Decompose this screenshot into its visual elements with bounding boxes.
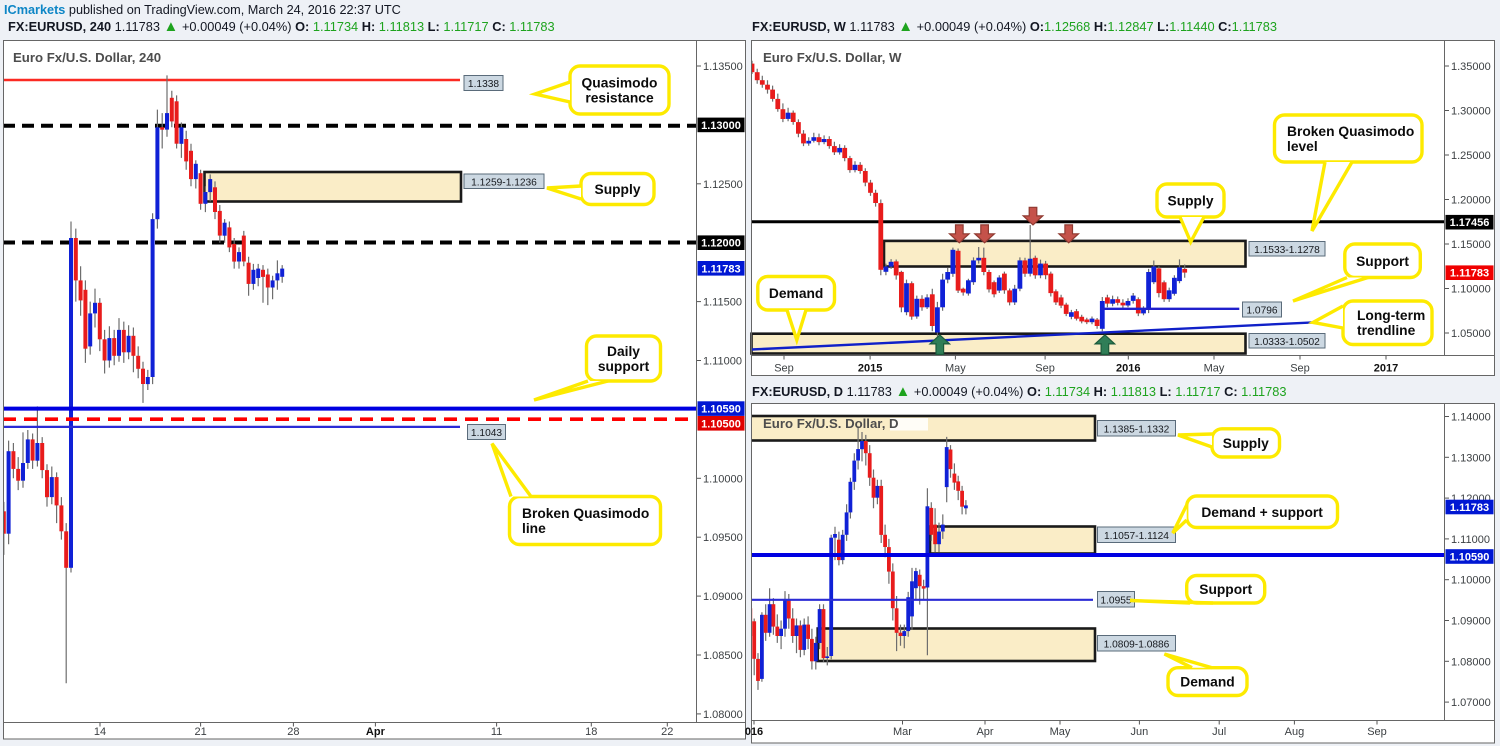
- svg-text:1.1385-1.1332: 1.1385-1.1332: [1104, 424, 1170, 435]
- svg-text:Supply: Supply: [595, 182, 641, 197]
- svg-text:Jun: Jun: [1131, 726, 1149, 738]
- svg-text:1.12500: 1.12500: [703, 179, 743, 191]
- svg-text:support: support: [598, 359, 650, 374]
- svg-text:1.12000: 1.12000: [701, 238, 741, 250]
- svg-text:1.35000: 1.35000: [1451, 61, 1491, 73]
- svg-text:11: 11: [491, 726, 502, 738]
- svg-text:Demand: Demand: [1180, 675, 1234, 690]
- svg-text:2016: 2016: [1116, 363, 1140, 375]
- svg-text:22: 22: [661, 726, 673, 738]
- svg-text:14: 14: [94, 726, 106, 738]
- svg-text:Jul: Jul: [1212, 726, 1226, 738]
- svg-text:Broken Quasimodo: Broken Quasimodo: [1287, 124, 1414, 139]
- svg-text:Euro Fx/U.S. Dollar, W: Euro Fx/U.S. Dollar, W: [763, 50, 902, 65]
- svg-text:1.10590: 1.10590: [701, 404, 741, 416]
- svg-text:Sep: Sep: [1035, 363, 1055, 375]
- svg-text:18: 18: [585, 726, 597, 738]
- svg-text:Apr: Apr: [366, 726, 386, 738]
- svg-text:1.11783: 1.11783: [701, 263, 740, 275]
- svg-text:resistance: resistance: [585, 91, 654, 106]
- svg-text:1.0955: 1.0955: [1100, 595, 1131, 606]
- svg-text:1.14000: 1.14000: [1451, 412, 1491, 424]
- svg-text:1.11500: 1.11500: [703, 297, 742, 309]
- svg-text:level: level: [1287, 139, 1318, 154]
- svg-text:line: line: [522, 521, 546, 536]
- svg-text:1.17456: 1.17456: [1450, 217, 1490, 229]
- svg-text:1.11000: 1.11000: [703, 356, 742, 368]
- svg-text:1.20000: 1.20000: [1451, 195, 1491, 207]
- svg-text:May: May: [1050, 726, 1071, 738]
- svg-text:Quasimodo: Quasimodo: [582, 76, 658, 91]
- svg-text:1.08500: 1.08500: [703, 650, 743, 662]
- svg-text:1.11783: 1.11783: [1450, 268, 1489, 280]
- svg-text:1.08000: 1.08000: [1451, 656, 1491, 668]
- svg-text:1.15000: 1.15000: [1451, 239, 1491, 251]
- svg-text:2015: 2015: [858, 363, 882, 375]
- svg-text:FX:EURUSD, W 1.11783 ▲ +0.0004: FX:EURUSD, W 1.11783 ▲ +0.00049 (+0.04%)…: [752, 18, 1277, 35]
- svg-text:1.10000: 1.10000: [1451, 575, 1491, 587]
- svg-text:1.10500: 1.10500: [701, 418, 741, 430]
- svg-text:1.13000: 1.13000: [1451, 452, 1491, 464]
- svg-text:Sep: Sep: [1367, 726, 1387, 738]
- svg-text:1.07000: 1.07000: [1451, 697, 1491, 709]
- svg-text:Sep: Sep: [1290, 363, 1310, 375]
- svg-text:Apr: Apr: [976, 726, 993, 738]
- svg-text:1.10590: 1.10590: [1450, 552, 1490, 564]
- svg-text:FX:EURUSD, 240 1.11783 ▲ +0.00: FX:EURUSD, 240 1.11783 ▲ +0.00049 (+0.04…: [8, 18, 555, 35]
- svg-text:28: 28: [287, 726, 299, 738]
- svg-text:1.0796: 1.0796: [1246, 306, 1277, 317]
- svg-text:1.09500: 1.09500: [703, 532, 743, 544]
- svg-text:Support: Support: [1356, 254, 1409, 269]
- svg-text:1.25000: 1.25000: [1451, 150, 1491, 162]
- svg-text:Demand: Demand: [769, 286, 823, 301]
- svg-text:May: May: [945, 363, 966, 375]
- svg-text:Support: Support: [1199, 582, 1252, 597]
- svg-text:1.0809-1.0886: 1.0809-1.0886: [1104, 639, 1170, 650]
- svg-text:1.09000: 1.09000: [703, 591, 743, 603]
- svg-text:1.1057-1.1124: 1.1057-1.1124: [1104, 531, 1169, 542]
- svg-text:1.1338: 1.1338: [468, 79, 499, 90]
- svg-text:May: May: [1204, 363, 1225, 375]
- svg-text:Euro Fx/U.S. Dollar, 240: Euro Fx/U.S. Dollar, 240: [13, 50, 161, 65]
- svg-text:1.10000: 1.10000: [703, 473, 743, 485]
- svg-text:1.05000: 1.05000: [1451, 328, 1491, 340]
- svg-text:trendline: trendline: [1357, 323, 1416, 338]
- svg-text:Daily: Daily: [607, 344, 640, 359]
- svg-text:016: 016: [745, 726, 763, 738]
- svg-text:1.1259-1.1236: 1.1259-1.1236: [471, 177, 537, 188]
- svg-text:1.13500: 1.13500: [703, 61, 743, 73]
- svg-text:Broken Quasimodo: Broken Quasimodo: [522, 506, 649, 521]
- svg-text:Long-term: Long-term: [1357, 308, 1425, 323]
- svg-text:1.1533-1.1278: 1.1533-1.1278: [1254, 245, 1320, 256]
- svg-text:1.1043: 1.1043: [471, 428, 502, 439]
- svg-text:ICmarkets published on Trading: ICmarkets published on TradingView.com, …: [4, 3, 401, 17]
- svg-text:21: 21: [194, 726, 206, 738]
- svg-text:1.11783: 1.11783: [1450, 502, 1489, 514]
- svg-text:1.10000: 1.10000: [1451, 284, 1491, 296]
- svg-text:Supply: Supply: [1223, 436, 1269, 451]
- svg-text:Aug: Aug: [1285, 726, 1305, 738]
- svg-text:1.0333-1.0502: 1.0333-1.0502: [1254, 337, 1320, 348]
- svg-text:FX:EURUSD, D 1.11783 ▲ +0.0004: FX:EURUSD, D 1.11783 ▲ +0.00049 (+0.04%)…: [752, 383, 1286, 400]
- svg-text:1.08000: 1.08000: [703, 709, 743, 721]
- svg-text:Euro Fx/U.S. Dollar, D: Euro Fx/U.S. Dollar, D: [763, 416, 899, 431]
- svg-text:Demand + support: Demand + support: [1201, 505, 1323, 520]
- svg-text:2017: 2017: [1374, 363, 1398, 375]
- svg-text:Sep: Sep: [774, 363, 794, 375]
- svg-text:Supply: Supply: [1168, 194, 1214, 209]
- svg-text:1.13000: 1.13000: [701, 120, 741, 132]
- svg-text:1.11000: 1.11000: [1451, 534, 1490, 546]
- svg-text:1.30000: 1.30000: [1451, 106, 1491, 118]
- svg-text:1.09000: 1.09000: [1451, 616, 1491, 628]
- svg-text:Mar: Mar: [893, 726, 912, 738]
